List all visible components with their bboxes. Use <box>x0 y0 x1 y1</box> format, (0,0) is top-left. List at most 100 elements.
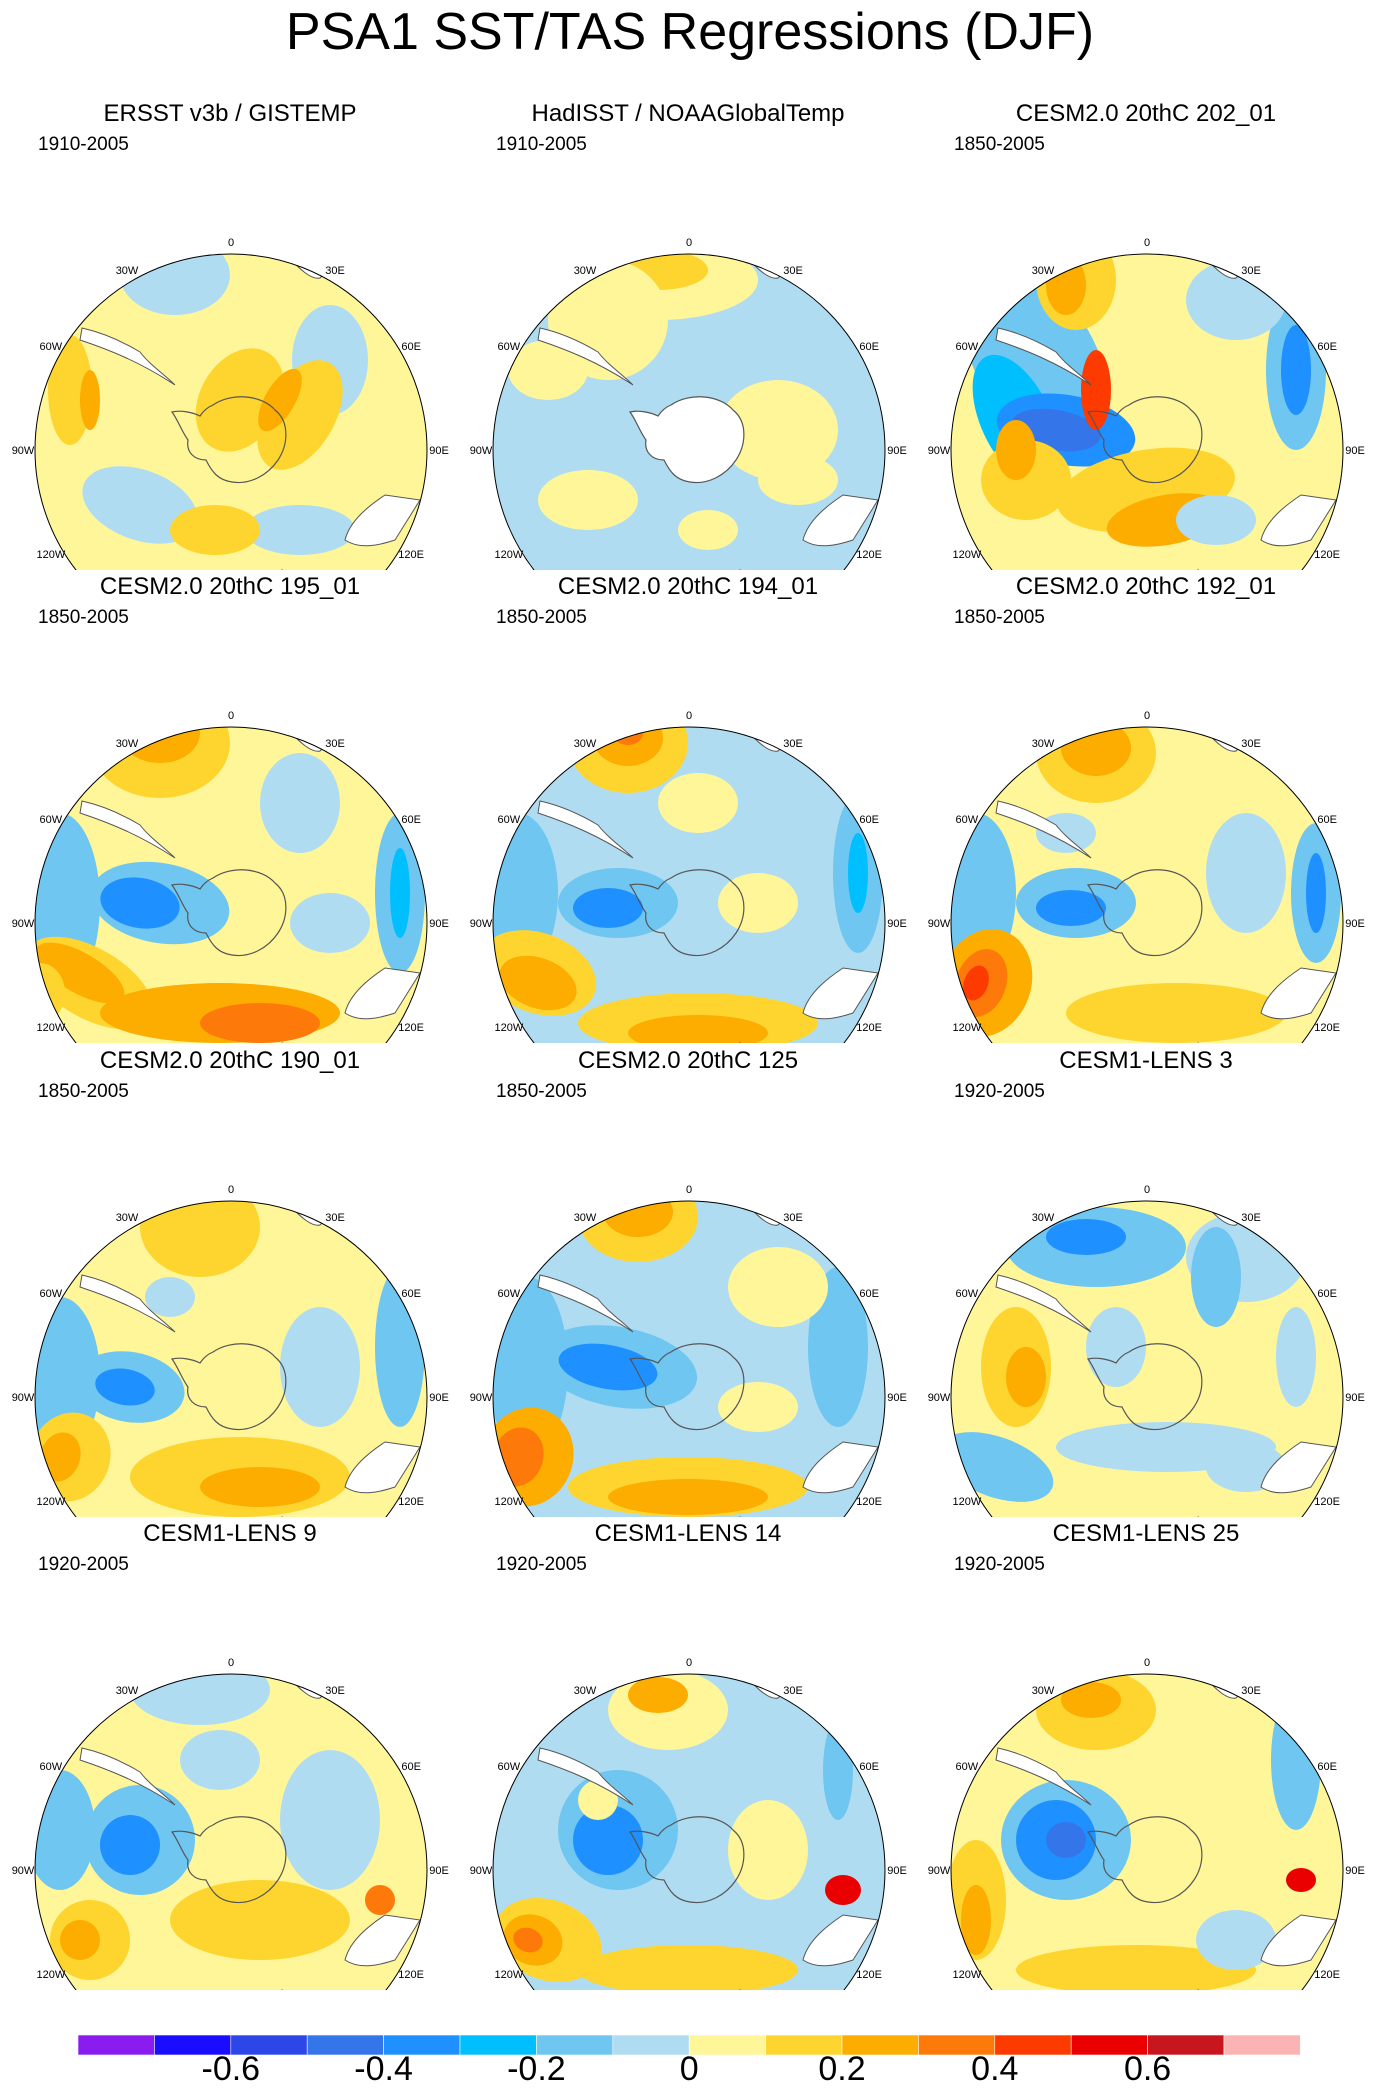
antarctica-coastline <box>628 396 745 484</box>
longitude-label: 30E <box>1241 1685 1261 1697</box>
anomaly-contour <box>200 1003 320 1043</box>
longitude-label: 90W <box>12 1865 35 1877</box>
australia-coastline <box>1260 1441 1337 1494</box>
longitude-label: 120W <box>494 1969 523 1981</box>
australia-coastline <box>1260 494 1337 547</box>
anomaly-field <box>35 1201 427 1517</box>
anomaly-contour <box>170 505 260 555</box>
longitude-label: 90E <box>1345 1865 1365 1877</box>
polar-stereographic-map: 030E60E90E120E150E180150W120W90W60W30W <box>12 710 449 1043</box>
longitude-label: 30W <box>1032 1685 1055 1697</box>
longitude-label: 60W <box>40 814 63 826</box>
australia-coastline <box>344 1914 421 1967</box>
longitude-label: 60W <box>956 341 979 353</box>
anomaly-contour <box>718 380 838 480</box>
map-border <box>34 1200 428 1517</box>
longitude-label: 120E <box>1314 1022 1340 1034</box>
south-america-coastline <box>537 1747 634 1806</box>
anomaly-contour <box>1286 1868 1316 1892</box>
longitude-label: 30W <box>116 265 139 277</box>
panel-title: ERSST v3b / GISTEMP <box>103 100 357 127</box>
panel-title: CESM1-LENS 3 <box>1059 1047 1233 1074</box>
longitude-label: 30E <box>783 1685 803 1697</box>
longitude-label: 0 <box>228 1184 234 1196</box>
period-label: 1850-2005 <box>954 607 1045 628</box>
anomaly-contour <box>538 470 638 530</box>
anomaly-contour <box>60 1920 100 1960</box>
longitude-label: 120E <box>856 549 882 561</box>
anomaly-contour <box>848 833 868 913</box>
longitude-label: 60W <box>498 341 521 353</box>
longitude-label: 120W <box>952 1969 981 1981</box>
antarctica-coastline <box>170 1816 287 1904</box>
longitude-label: 60E <box>401 1761 421 1773</box>
australia-coastline <box>344 1441 421 1494</box>
longitude-label: 60W <box>956 814 979 826</box>
longitude-label: 90E <box>429 1392 449 1404</box>
longitude-label: 120W <box>36 1022 65 1034</box>
longitude-label: 30E <box>783 265 803 277</box>
longitude-label: 120W <box>952 1022 981 1034</box>
longitude-label: 90W <box>12 1392 35 1404</box>
longitude-label: 0 <box>686 1184 692 1196</box>
longitude-label: 60E <box>401 1288 421 1300</box>
longitude-label: 60E <box>859 341 879 353</box>
anomaly-field <box>35 254 427 570</box>
anomaly-contour <box>1086 1307 1146 1387</box>
colorbar-tick-label: 0.4 <box>971 2050 1019 2088</box>
polar-stereographic-map: 030E60E90E120E150E180150W120W90W60W30W <box>12 1184 449 1517</box>
longitude-label: 60W <box>956 1288 979 1300</box>
map-border <box>950 726 1344 1043</box>
longitude-label: 90W <box>928 918 951 930</box>
anomaly-field <box>493 1674 885 1990</box>
colorbar-tick-label: 0.6 <box>1123 2050 1172 2088</box>
colorbar-tick-label: 0.2 <box>818 2050 866 2088</box>
map-border <box>950 1673 1344 1990</box>
map-border <box>34 1673 428 1990</box>
longitude-label: 90W <box>12 918 35 930</box>
anomaly-contour <box>365 1885 395 1915</box>
anomaly-contour <box>823 1720 853 1820</box>
map-border <box>34 253 428 570</box>
anomaly-contour <box>963 965 989 1001</box>
anomaly-contour <box>48 335 92 445</box>
anomaly-contour <box>100 1815 160 1875</box>
colorbar-swatch <box>1223 2035 1301 2055</box>
panel-title: CESM2.0 20thC 194_01 <box>557 573 819 600</box>
longitude-label: 60E <box>1317 1288 1337 1300</box>
polar-stereographic-map: 030E60E90E120E150E180150W120W90W60W30W <box>12 1657 449 1990</box>
anomaly-contour <box>95 1368 155 1406</box>
anomaly-contour <box>808 1267 868 1427</box>
longitude-label: 0 <box>228 237 234 249</box>
longitude-label: 90E <box>887 445 907 457</box>
south-america-coastline <box>537 800 634 859</box>
map-panel: CESM1-LENS 9030E60E90E120E150E180150W120… <box>0 1520 460 1990</box>
anomaly-contour <box>280 1750 380 1890</box>
period-label: 1910-2005 <box>38 134 129 155</box>
longitude-label: 90E <box>887 1392 907 1404</box>
anomaly-contour <box>290 893 370 953</box>
panel-title: CESM1-LENS 9 <box>143 1520 317 1547</box>
anomaly-contour <box>1186 260 1286 340</box>
longitude-label: 90W <box>470 445 493 457</box>
australia-coastline <box>344 494 421 547</box>
anomaly-contour <box>603 1201 673 1237</box>
longitude-label: 90E <box>1345 918 1365 930</box>
south-america-coastline <box>79 327 176 386</box>
longitude-label: 60W <box>498 1761 521 1773</box>
australia-coastline <box>1260 967 1337 1020</box>
map-panel: CESM1-LENS 25030E60E90E120E150E180150W12… <box>916 1520 1376 1990</box>
map-panel: CESM2.0 20thC 192_01030E60E90E120E150E18… <box>916 573 1376 1043</box>
anomaly-contour <box>1036 890 1106 926</box>
south-america-coastline <box>79 1747 176 1806</box>
anomaly-contour <box>613 727 643 745</box>
anomaly-contour <box>718 873 798 933</box>
longitude-label: 120E <box>856 1496 882 1508</box>
longitude-label: 60W <box>40 1761 63 1773</box>
anomaly-contour <box>170 1880 350 1960</box>
longitude-label: 90E <box>429 1865 449 1877</box>
colorbar <box>77 2035 1301 2055</box>
longitude-label: 90E <box>429 918 449 930</box>
anomaly-contour <box>1046 1219 1126 1255</box>
anomaly-contour <box>1046 1822 1086 1858</box>
